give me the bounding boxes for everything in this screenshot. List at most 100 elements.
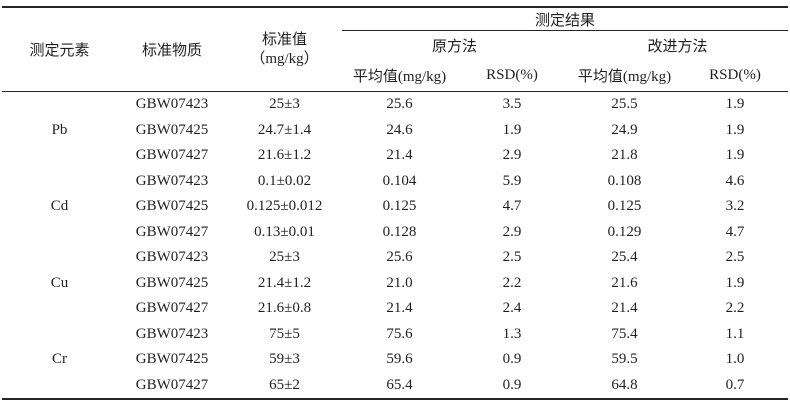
imp-mean-cell: 75.4: [611, 325, 638, 342]
header-material: 标准物质: [117, 7, 227, 92]
table-body: Pb GBW07423 25±3 25.6 3.5 25.5 1.9 GBW07…: [2, 92, 788, 400]
imp-mean-cell: 25.5: [611, 96, 638, 113]
table-row: GBW07425 21.4±1.2 21.0 2.2 21.6 1.9: [2, 271, 788, 297]
orig-rsd-cell: 2.9: [502, 223, 522, 240]
material-cell: GBW07425: [135, 351, 209, 368]
standard-cell: 65±2: [269, 376, 300, 393]
material-cell: GBW07427: [135, 223, 209, 240]
orig-mean-cell: 75.6: [386, 325, 413, 342]
material-cell: GBW07427: [135, 376, 209, 393]
header-method-improved: 改进方法: [647, 38, 708, 55]
imp-rsd-cell: 2.2: [725, 300, 745, 317]
material-cell: GBW07423: [135, 249, 209, 266]
orig-mean-cell: 0.104: [382, 172, 417, 189]
material-cell: GBW07423: [135, 325, 209, 342]
orig-rsd-cell: 2.5: [502, 249, 522, 266]
header-orig-mean: 平均值(mg/kg): [342, 59, 457, 92]
material-cell: GBW07427: [135, 147, 209, 164]
header-element: 测定元素: [2, 7, 117, 92]
imp-rsd-cell: 3.2: [725, 198, 745, 215]
orig-mean-cell: 25.6: [386, 96, 413, 113]
header-method-original: 原方法: [431, 38, 477, 55]
orig-mean-cell: 59.6: [386, 351, 413, 368]
imp-mean-cell: 0.108: [607, 172, 642, 189]
orig-rsd-cell: 1.9: [502, 121, 522, 138]
header-orig-rsd: RSD(%): [457, 59, 567, 92]
standard-cell: 21.6±1.2: [257, 147, 312, 164]
imp-rsd-cell: 1.9: [725, 274, 745, 291]
table-row: Pb GBW07423 25±3 25.6 3.5 25.5 1.9: [2, 92, 788, 138]
standard-cell: 0.1±0.02: [257, 172, 312, 189]
imp-rsd-cell: 1.9: [725, 147, 745, 164]
orig-rsd-cell: 4.7: [502, 198, 522, 215]
header-row-results-group: 测定元素 标准物质 标准值 （mg/kg） 测定结果: [2, 7, 789, 92]
table-row: GBW07427 0.13±0.01 0.128 2.9 0.129 4.7: [2, 220, 788, 246]
orig-rsd-cell: 0.9: [502, 351, 522, 368]
element-cell: Cr: [52, 351, 67, 368]
element-cell: Cd: [50, 198, 69, 215]
material-cell: GBW07427: [135, 300, 209, 317]
element-cell: Pb: [51, 121, 68, 138]
imp-mean-cell: 21.4: [611, 300, 638, 317]
header-imp-rsd: RSD(%): [682, 59, 789, 92]
orig-rsd-cell: 2.9: [502, 147, 522, 164]
standard-cell: 25±3: [269, 96, 300, 113]
table-row: GBW07427 21.6±1.2 21.4 2.9 21.8 1.9: [2, 143, 788, 169]
material-cell: GBW07423: [135, 96, 209, 113]
imp-mean-cell: 21.6: [611, 274, 638, 291]
header-row-measures: 平均值(mg/kg) RSD(%) 平均值(mg/kg) RSD(%): [2, 59, 789, 92]
imp-rsd-cell: 1.1: [725, 325, 745, 342]
imp-mean-cell: 24.9: [611, 121, 638, 138]
header-standard-value: 标准值 （mg/kg）: [227, 7, 342, 92]
material-cell: GBW07425: [135, 198, 209, 215]
orig-rsd-cell: 2.2: [502, 274, 522, 291]
imp-rsd-cell: 1.0: [725, 351, 745, 368]
table-row: Cu GBW07423 25±3 25.6 2.5 25.4 2.5: [2, 245, 788, 291]
standard-cell: 25±3: [269, 249, 300, 266]
table-row: GBW07427 21.6±0.8 21.4 2.4 21.4 2.2: [2, 296, 788, 322]
material-cell: GBW07425: [135, 274, 209, 291]
imp-mean-cell: 21.8: [611, 147, 638, 164]
material-cell: GBW07423: [135, 172, 209, 189]
header-imp-mean: 平均值(mg/kg): [567, 59, 682, 92]
standard-cell: 0.125±0.012: [246, 198, 323, 215]
header-standard-line2: （mg/kg）: [250, 50, 319, 67]
header-results-group: 测定结果: [342, 7, 789, 31]
material-cell: GBW07425: [135, 121, 209, 138]
orig-mean-cell: 65.4: [386, 376, 413, 393]
orig-rsd-cell: 1.3: [502, 325, 522, 342]
standard-cell: 75±5: [269, 325, 300, 342]
table-row: GBW07425 59±3 59.6 0.9 59.5 1.0: [2, 347, 788, 373]
imp-mean-cell: 64.8: [611, 376, 638, 393]
orig-mean-cell: 0.125: [382, 198, 417, 215]
imp-rsd-cell: 2.5: [725, 249, 745, 266]
standard-cell: 21.4±1.2: [257, 274, 312, 291]
header-row-methods: 原方法 改进方法: [2, 31, 788, 60]
orig-mean-cell: 0.128: [382, 223, 417, 240]
table-row: GBW07427 65±2 65.4 0.9 64.8 0.7: [2, 373, 788, 400]
orig-rsd-cell: 2.4: [502, 300, 522, 317]
imp-rsd-cell: 4.6: [725, 172, 745, 189]
imp-mean-cell: 25.4: [611, 249, 638, 266]
element-cell: Cu: [50, 274, 69, 291]
orig-mean-cell: 21.4: [386, 147, 413, 164]
table-row: Cr GBW07423 75±5 75.6 1.3 75.4 1.1: [2, 322, 788, 368]
orig-mean-cell: 21.4: [386, 300, 413, 317]
header-standard-line1: 标准值: [261, 31, 307, 48]
standard-cell: 21.6±0.8: [257, 300, 312, 317]
orig-mean-cell: 21.0: [386, 274, 413, 291]
table-header: 测定元素 标准物质 标准值 （mg/kg） 测定结果 原方法 改进方法 平均值(…: [2, 7, 789, 92]
standard-cell: 59±3: [269, 351, 300, 368]
results-comparison-table: 测定元素 标准物质 标准值 （mg/kg） 测定结果 原方法 改进方法 平均值(…: [2, 6, 789, 400]
table-row: GBW07425 0.125±0.012 0.125 4.7 0.125 3.2: [2, 194, 788, 220]
imp-mean-cell: 0.125: [607, 198, 642, 215]
imp-rsd-cell: 4.7: [725, 223, 745, 240]
imp-rsd-cell: 0.7: [725, 376, 745, 393]
imp-rsd-cell: 1.9: [725, 121, 745, 138]
standard-cell: 0.13±0.01: [254, 223, 315, 240]
imp-mean-cell: 59.5: [611, 351, 638, 368]
orig-rsd-cell: 3.5: [502, 96, 522, 113]
standard-cell: 24.7±1.4: [257, 121, 312, 138]
table-row: Cd GBW07423 0.1±0.02 0.104 5.9 0.108 4.6: [2, 169, 788, 215]
orig-rsd-cell: 5.9: [502, 172, 522, 189]
